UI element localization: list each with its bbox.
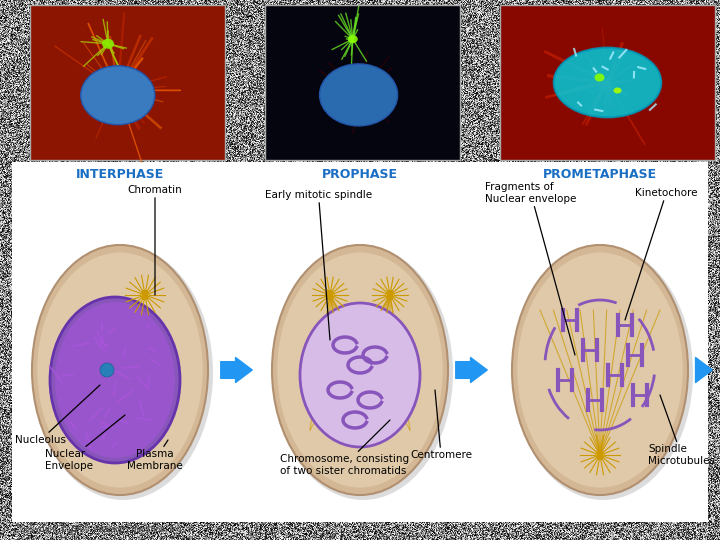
Ellipse shape xyxy=(517,253,683,488)
Text: Chromosome, consisting
of two sister chromatids: Chromosome, consisting of two sister chr… xyxy=(280,420,409,476)
Text: Copyright © 2009  Pearson Education, Inc.: Copyright © 2009 Pearson Education, Inc. xyxy=(20,525,184,535)
Ellipse shape xyxy=(100,363,114,377)
Ellipse shape xyxy=(348,35,358,43)
Bar xyxy=(12,162,708,522)
Text: INTERPHASE: INTERPHASE xyxy=(76,168,164,181)
Text: Spindle
Microtubules: Spindle Microtubules xyxy=(648,395,715,466)
Ellipse shape xyxy=(102,39,114,49)
Bar xyxy=(142,290,148,300)
Ellipse shape xyxy=(32,245,208,495)
Ellipse shape xyxy=(613,87,621,93)
Ellipse shape xyxy=(320,64,397,126)
Bar xyxy=(30,5,225,160)
Text: PROMETAPHASE: PROMETAPHASE xyxy=(543,168,657,181)
Bar xyxy=(265,5,460,160)
FancyArrowPatch shape xyxy=(456,357,487,382)
Text: Chromatin: Chromatin xyxy=(127,185,182,295)
Ellipse shape xyxy=(300,303,420,447)
Ellipse shape xyxy=(33,246,213,500)
Text: Nucleolus: Nucleolus xyxy=(15,385,100,445)
Ellipse shape xyxy=(513,246,693,500)
Ellipse shape xyxy=(596,451,604,459)
Ellipse shape xyxy=(81,66,155,125)
Ellipse shape xyxy=(554,48,661,117)
Text: Fragments of
Nuclear envelope: Fragments of Nuclear envelope xyxy=(485,182,577,355)
Text: Nuclear
Envelope: Nuclear Envelope xyxy=(45,415,125,471)
FancyArrowPatch shape xyxy=(696,357,712,382)
Ellipse shape xyxy=(273,246,453,500)
FancyArrowPatch shape xyxy=(221,357,252,382)
Ellipse shape xyxy=(326,291,334,299)
Text: PROPHASE: PROPHASE xyxy=(322,168,398,181)
Ellipse shape xyxy=(386,291,394,299)
Ellipse shape xyxy=(50,297,180,463)
Ellipse shape xyxy=(272,245,448,495)
Ellipse shape xyxy=(595,73,605,82)
Text: Plasma
Membrane: Plasma Membrane xyxy=(127,440,183,471)
Bar xyxy=(327,290,333,300)
Ellipse shape xyxy=(37,253,203,488)
Text: Early mitotic spindle: Early mitotic spindle xyxy=(265,190,372,340)
Text: Centromere: Centromere xyxy=(410,390,472,460)
Ellipse shape xyxy=(55,302,175,458)
Bar xyxy=(387,290,393,300)
Ellipse shape xyxy=(277,253,443,488)
Ellipse shape xyxy=(512,245,688,495)
Bar xyxy=(597,450,603,460)
Text: Kinetochore: Kinetochore xyxy=(625,188,698,320)
Ellipse shape xyxy=(141,291,149,299)
Bar xyxy=(500,5,715,160)
